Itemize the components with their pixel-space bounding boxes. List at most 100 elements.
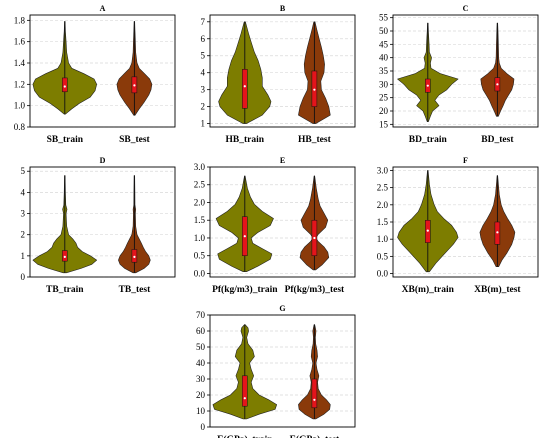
y-tick-label: 0	[201, 422, 206, 432]
y-tick-label: 55	[379, 13, 389, 23]
panel-title: B	[280, 4, 286, 13]
panel-title: A	[100, 4, 106, 13]
y-tick-label: 1.5	[194, 215, 206, 225]
y-tick-label: 5	[201, 51, 206, 61]
median-dot	[63, 85, 66, 88]
panel-G: 0 10 20 30 40 50 60 70 G E(GPa)_train E(GPa)_test	[196, 304, 356, 438]
y-tick-label: 10	[196, 406, 206, 416]
x-category-label: HB_test	[298, 135, 332, 145]
panel-title: E	[280, 156, 285, 165]
x-category-label: BD_train	[409, 135, 448, 145]
iqr-box	[242, 375, 248, 407]
y-tick-label: 0.8	[14, 122, 26, 132]
panel-title: C	[463, 4, 469, 13]
y-tick-label: 0.0	[194, 268, 206, 278]
x-category-label: TB_train	[46, 285, 84, 295]
x-category-label: BD_test	[481, 135, 514, 145]
panel-frame	[209, 166, 356, 278]
y-tick-label: 30	[196, 374, 206, 384]
y-tick-label: 0.5	[377, 251, 389, 261]
panel-title: D	[100, 156, 106, 165]
y-tick-label: 5	[21, 166, 26, 176]
y-tick-label: 4	[201, 68, 206, 78]
panel-frame	[29, 166, 176, 278]
x-category-label: SB_train	[47, 135, 84, 145]
y-tick-label: 1.0	[377, 234, 389, 244]
y-tick-label: 1.5	[377, 217, 389, 227]
y-tick-label: 15	[379, 119, 389, 129]
y-tick-label: 0	[21, 272, 26, 282]
median-dot	[63, 255, 66, 259]
y-tick-label: 20	[379, 106, 389, 116]
panel-frame	[392, 166, 539, 278]
panel-C: 15 20 25 30 35 40 45 50 55 C BD_train BD_test	[379, 4, 539, 145]
y-tick-label: 2.0	[194, 197, 206, 207]
y-tick-label: 3	[201, 85, 206, 95]
y-tick-label: 2.0	[377, 200, 389, 210]
iqr-box	[62, 77, 68, 93]
x-category-label: E(GPa)_train	[217, 434, 273, 438]
panel-A: 0.8 1.0 1.2 1.4 1.6 1.8 A SB_train SB_test	[14, 4, 176, 145]
y-tick-label: 60	[196, 326, 206, 336]
x-category-label: Pf(kg/m3)_test	[285, 284, 345, 295]
median-dot	[243, 235, 246, 238]
y-tick-label: 4	[21, 187, 26, 197]
x-category-label: Pf(kg/m3)_train	[212, 284, 278, 295]
y-tick-label: 0.5	[194, 251, 206, 261]
median-dot	[243, 397, 246, 400]
x-category-label: XB(m)_test	[474, 284, 521, 295]
x-category-label: E(GPa)_test	[290, 434, 340, 438]
y-tick-label: 7	[201, 17, 206, 27]
y-tick-label: 1.0	[14, 101, 26, 111]
median-dot	[133, 255, 136, 259]
y-tick-label: 1	[21, 251, 26, 261]
panel-frame	[392, 14, 539, 128]
y-tick-label: 50	[379, 26, 389, 36]
y-tick-label: 6	[201, 34, 206, 44]
y-tick-label: 1.4	[14, 58, 26, 68]
y-tick-label: 2	[201, 102, 206, 112]
panel-frame	[209, 314, 356, 428]
panel-B: 1 2 3 4 5 6 7 B HB_train HB_test	[201, 4, 356, 145]
x-category-label: XB(m)_train	[402, 284, 455, 295]
panel-title: F	[463, 156, 468, 165]
median-dot	[496, 231, 499, 234]
y-tick-label: 40	[379, 53, 389, 63]
iqr-box	[242, 69, 248, 109]
median-dot	[313, 88, 316, 91]
y-tick-label: 1.6	[14, 37, 26, 47]
median-dot	[496, 83, 499, 86]
iqr-box	[311, 378, 318, 409]
panel-E: 0.0 0.5 1.0 1.5 2.0 2.5 3.0 E Pf(kg/m3)_train Pf(…	[194, 156, 356, 295]
panel-frame	[29, 14, 176, 128]
median-dot	[313, 236, 316, 240]
y-tick-label: 3	[21, 209, 26, 219]
y-tick-label: 1.8	[14, 15, 26, 25]
median-dot	[313, 398, 316, 401]
y-tick-label: 45	[379, 39, 389, 49]
y-tick-label: 3.0	[377, 165, 389, 175]
y-tick-label: 25	[379, 93, 389, 103]
y-tick-label: 40	[196, 358, 206, 368]
y-tick-label: 2.5	[194, 180, 206, 190]
median-dot	[426, 84, 429, 87]
y-tick-label: 50	[196, 342, 206, 352]
y-tick-label: 30	[379, 79, 389, 89]
x-category-label: TB_test	[119, 285, 152, 295]
y-tick-label: 2	[21, 230, 26, 240]
median-dot	[133, 84, 136, 87]
x-category-label: HB_train	[226, 135, 265, 145]
y-tick-label: 1.2	[14, 79, 25, 89]
panel-F: 0.0 0.5 1.0 1.5 2.0 2.5 3.0 F XB(m)_train XB(m)_t…	[377, 156, 539, 295]
y-tick-label: 20	[196, 390, 206, 400]
y-tick-label: 3.0	[194, 162, 206, 172]
y-tick-label: 1.0	[194, 233, 206, 243]
median-dot	[243, 85, 246, 88]
panel-title: G	[279, 304, 285, 313]
x-category-label: SB_test	[119, 135, 150, 145]
y-tick-label: 2.5	[377, 183, 389, 193]
panel-frame	[209, 14, 356, 128]
y-tick-label: 0.0	[377, 269, 389, 279]
y-tick-label: 1	[201, 119, 206, 129]
